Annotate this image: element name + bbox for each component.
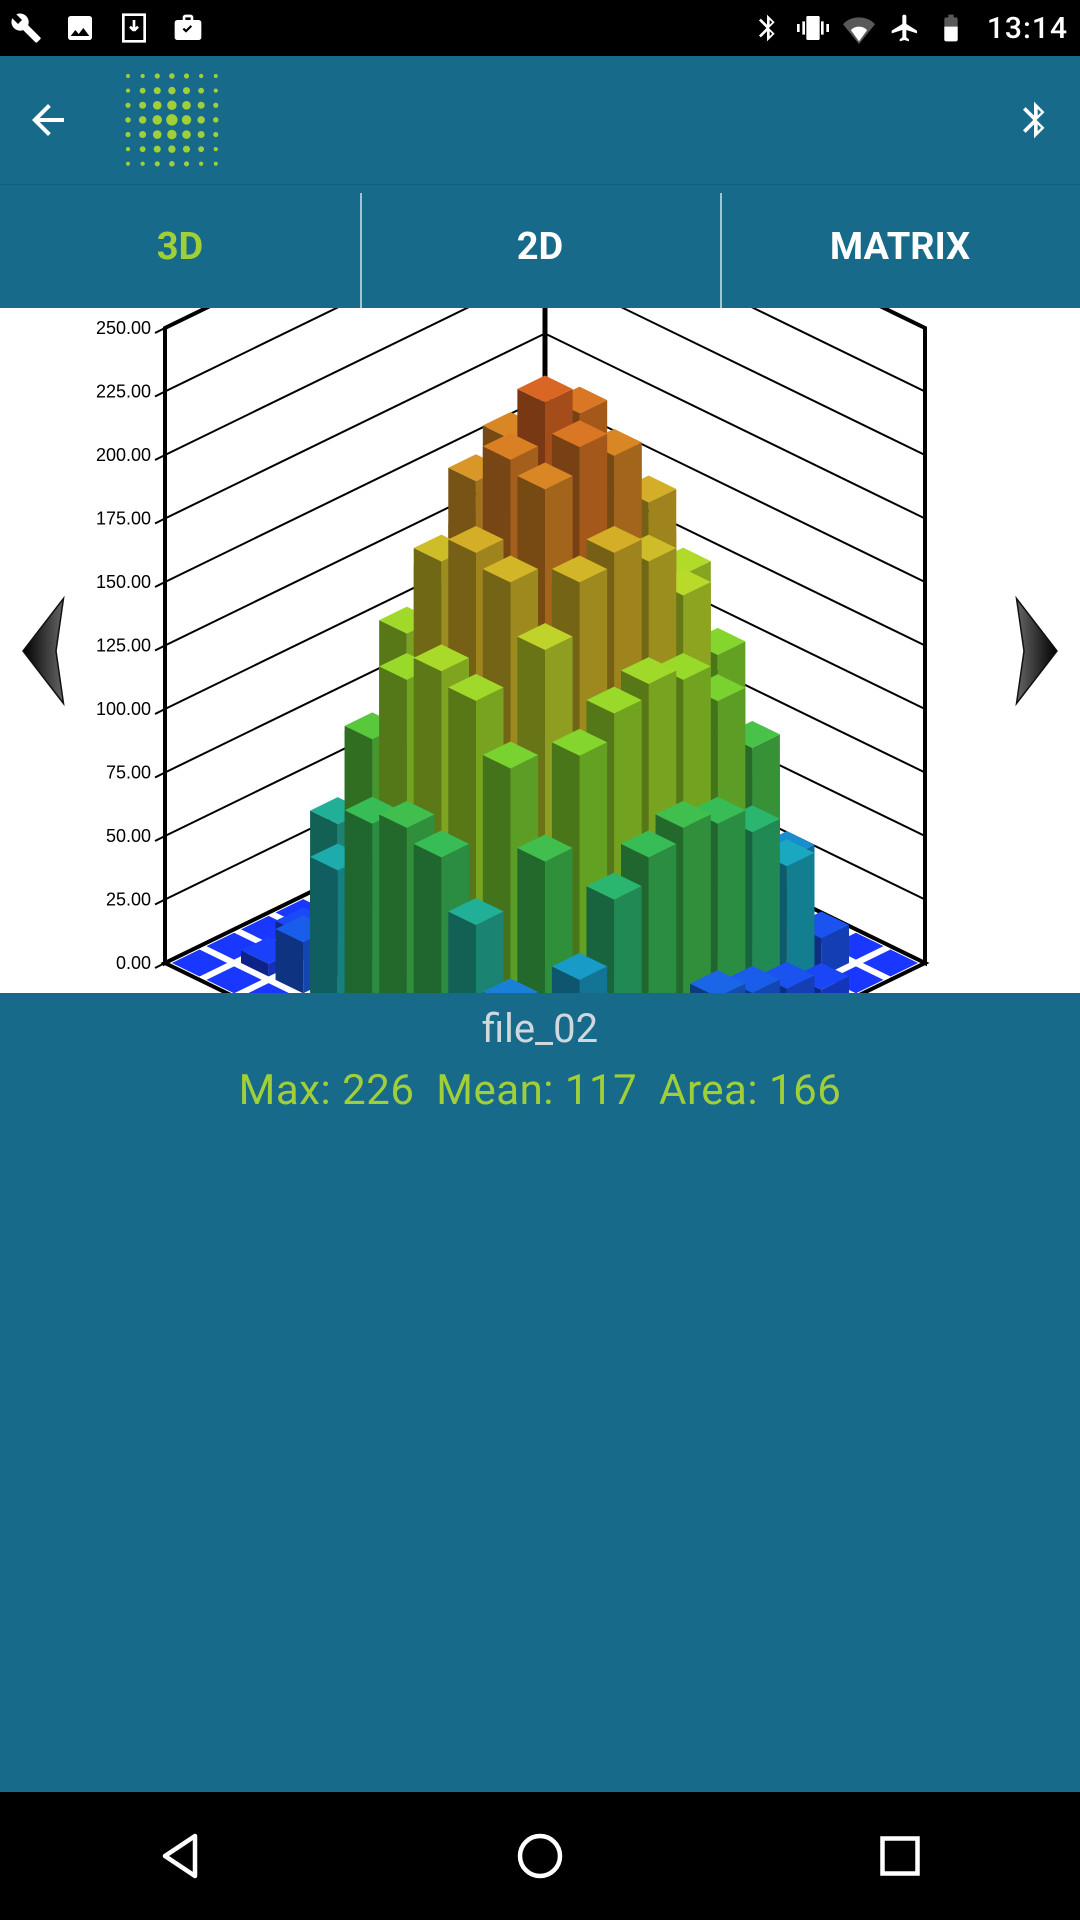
- area-value: 166: [769, 1066, 841, 1115]
- status-left-icons: [10, 12, 204, 44]
- image-icon: [64, 12, 96, 44]
- svg-text:225.00: 225.00: [96, 382, 151, 402]
- tab-2d[interactable]: 2D: [360, 185, 720, 308]
- max-label: Max:: [239, 1066, 332, 1115]
- filename-label: file_02: [0, 1005, 1080, 1052]
- svg-text:0.00: 0.00: [116, 953, 151, 973]
- mean-label: Mean:: [436, 1066, 554, 1115]
- status-right-icons: 13:14: [751, 0, 1068, 56]
- svg-text:200.00: 200.00: [96, 445, 151, 465]
- battery-icon: [935, 12, 967, 44]
- wifi-icon: [843, 12, 875, 44]
- android-nav-bar: [0, 1792, 1080, 1920]
- nav-home-button[interactable]: [510, 1826, 570, 1886]
- info-panel: file_02 Max: 226 Mean: 117 Area: 166: [0, 993, 1080, 1792]
- prev-file-button[interactable]: [6, 591, 76, 711]
- svg-text:25.00: 25.00: [106, 890, 151, 910]
- chart-panel: 0.00 25.00 50.00 75.00 100.00 125.00 150.00 175…: [0, 308, 1080, 993]
- max-value: 226: [342, 1066, 414, 1115]
- app-root: 13:14 3D 2D MATRIX 0.00 25.00 50.00 75.00 10…: [0, 0, 1080, 1920]
- svg-text:150.00: 150.00: [96, 572, 151, 592]
- back-button[interactable]: [24, 96, 72, 144]
- briefcase-check-icon: [172, 12, 204, 44]
- stats-line: Max: 226 Mean: 117 Area: 166: [0, 1066, 1080, 1115]
- status-clock: 13:14: [987, 11, 1068, 46]
- svg-text:75.00: 75.00: [106, 763, 151, 783]
- download-icon: [118, 12, 150, 44]
- area-label: Area:: [659, 1066, 758, 1115]
- airplane-icon: [889, 12, 921, 44]
- app-header: [0, 56, 1080, 184]
- tab-matrix[interactable]: MATRIX: [720, 185, 1080, 308]
- tab-label: 2D: [517, 225, 564, 269]
- chart-3d-bars[interactable]: 0.00 25.00 50.00 75.00 100.00 125.00 150.00 175…: [0, 308, 1080, 993]
- bluetooth-icon: [751, 12, 783, 44]
- wrench-icon: [10, 12, 42, 44]
- app-logo: [112, 65, 232, 175]
- svg-text:125.00: 125.00: [96, 636, 151, 656]
- android-status-bar: 13:14: [0, 0, 1080, 56]
- svg-text:175.00: 175.00: [96, 509, 151, 529]
- nav-back-button[interactable]: [150, 1826, 210, 1886]
- tab-label: 3D: [157, 225, 204, 269]
- tab-label: MATRIX: [830, 225, 970, 269]
- mean-value: 117: [565, 1066, 637, 1115]
- svg-text:100.00: 100.00: [96, 699, 151, 719]
- svg-text:250.00: 250.00: [96, 318, 151, 338]
- header-bluetooth-button[interactable]: [1012, 98, 1056, 142]
- vibrate-icon: [797, 12, 829, 44]
- next-file-button[interactable]: [1004, 591, 1074, 711]
- svg-text:50.00: 50.00: [106, 826, 151, 846]
- view-tabs: 3D 2D MATRIX: [0, 184, 1080, 308]
- nav-recents-button[interactable]: [870, 1826, 930, 1886]
- tab-3d[interactable]: 3D: [0, 185, 360, 308]
